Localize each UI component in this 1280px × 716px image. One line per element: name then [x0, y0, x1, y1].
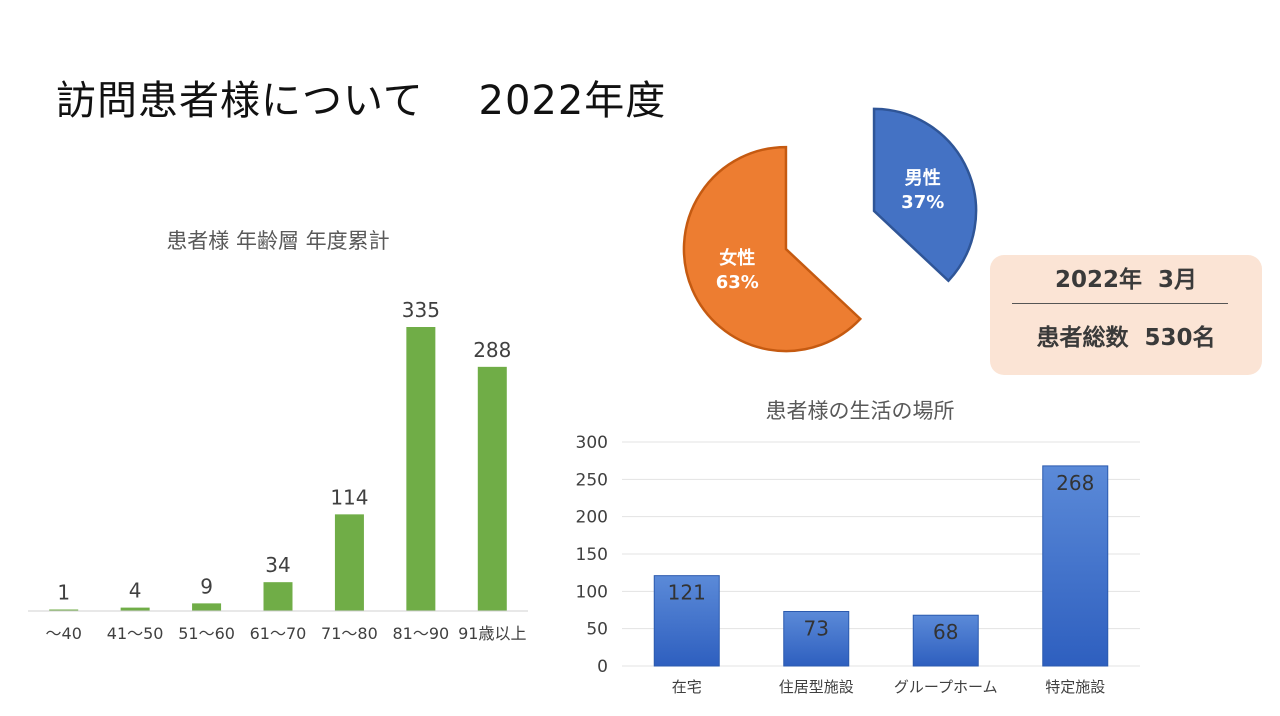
pie-slice	[682, 145, 863, 353]
x-tick-label: 41～50	[107, 624, 164, 643]
bar	[406, 327, 436, 611]
x-tick-label: 住居型施設	[779, 678, 854, 696]
x-tick-label: 在宅	[672, 678, 702, 696]
slice-name-label: 女性	[719, 247, 755, 269]
x-tick-label: 81～90	[392, 624, 449, 643]
x-tick-label: 特定施設	[1045, 678, 1105, 696]
bar	[263, 582, 293, 611]
slice-name-label: 男性	[905, 167, 941, 189]
page-title: 訪問患者様について 2022年度	[56, 78, 667, 124]
pie-slice	[872, 107, 978, 283]
data-label: 121	[668, 581, 706, 605]
data-label: 288	[473, 338, 511, 362]
data-label: 34	[265, 553, 290, 577]
summary-date: 2022年 3月	[1054, 267, 1198, 293]
y-tick-label: 200	[576, 508, 608, 528]
summary-box: 2022年 3月 患者総数 530名	[990, 255, 1262, 375]
data-label: 268	[1056, 471, 1094, 495]
y-tick-label: 150	[576, 545, 608, 565]
data-label: 68	[933, 620, 958, 644]
data-label: 4	[129, 579, 142, 603]
x-tick-label: 61～70	[250, 624, 307, 643]
bar	[477, 366, 507, 611]
chart-title: 患者様の生活の場所	[766, 399, 955, 423]
y-tick-label: 100	[576, 582, 608, 602]
x-tick-label: グループホーム	[894, 678, 998, 696]
data-label: 73	[804, 616, 829, 640]
data-label: 1	[57, 581, 70, 605]
summary-total: 患者総数 530名	[1036, 325, 1216, 351]
y-tick-label: 0	[597, 657, 608, 677]
data-label: 335	[402, 298, 440, 322]
summary-divider	[1012, 303, 1228, 304]
bar	[120, 607, 150, 611]
bar	[1042, 465, 1109, 667]
y-tick-label: 300	[576, 433, 608, 453]
chart-title: 患者様 年齢層 年度累計	[166, 229, 389, 253]
bar	[334, 514, 364, 611]
y-tick-label: 250	[576, 470, 608, 490]
data-label: 9	[200, 574, 213, 598]
x-tick-label: ～40	[46, 624, 82, 643]
y-tick-label: 50	[586, 620, 608, 640]
bar	[49, 609, 79, 611]
slice-value-label: 37%	[901, 192, 944, 213]
x-tick-label: 51～60	[178, 624, 235, 643]
x-tick-label: 71～80	[321, 624, 378, 643]
slice-value-label: 63%	[716, 272, 759, 293]
data-label: 114	[330, 485, 368, 509]
bar	[192, 603, 222, 611]
x-tick-label: 91歳以上	[458, 624, 526, 643]
bar	[912, 614, 979, 667]
bar	[653, 575, 720, 667]
bar	[783, 610, 850, 667]
